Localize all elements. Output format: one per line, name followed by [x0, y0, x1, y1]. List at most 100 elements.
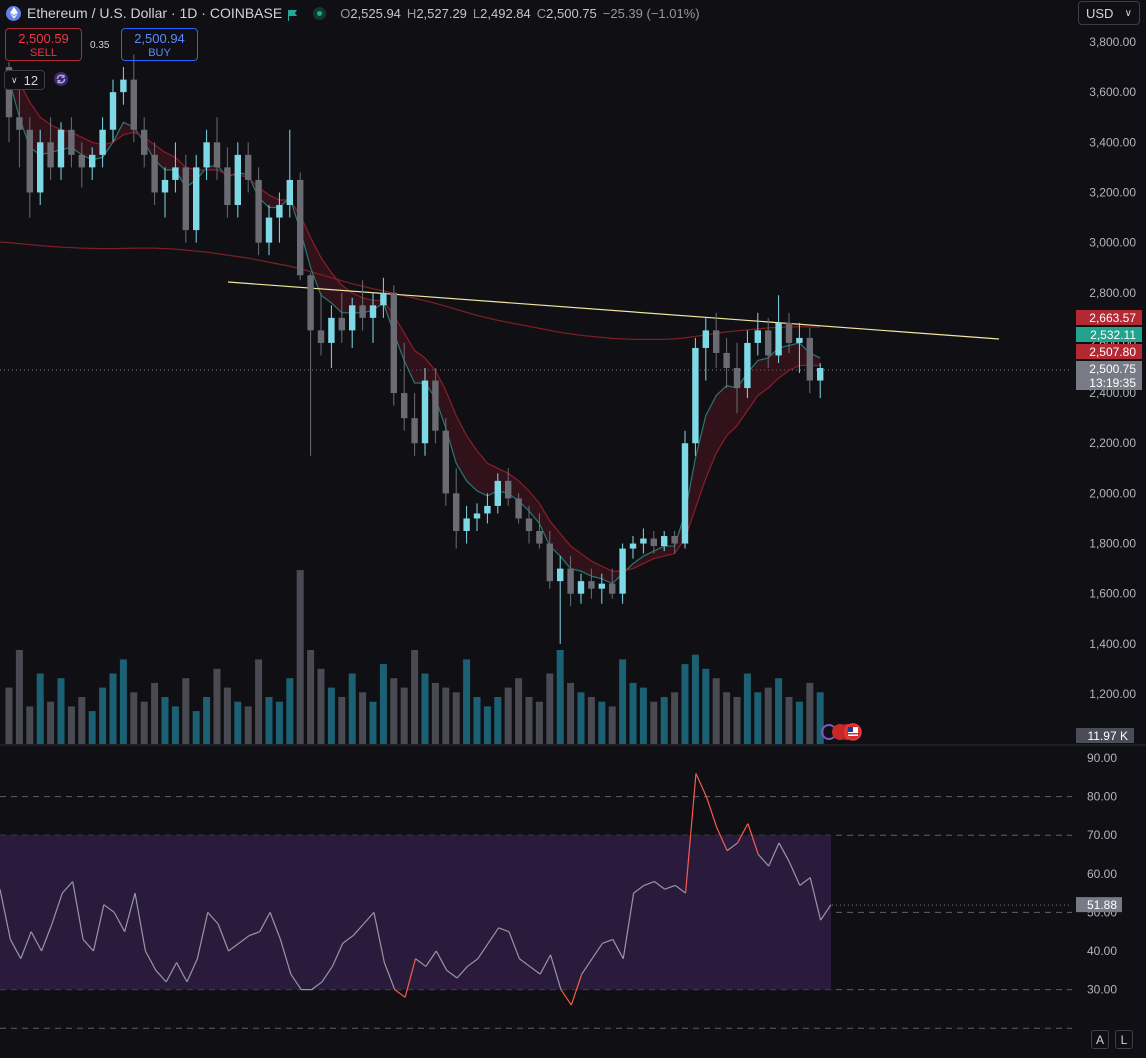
candle-body — [536, 531, 543, 544]
rsi-line-segment — [207, 911, 219, 925]
candle-body — [692, 347, 699, 444]
candle-body — [515, 498, 522, 519]
currency-value: USD — [1086, 5, 1114, 21]
chevron-down-icon: ∨ — [11, 74, 18, 85]
volume-bar — [244, 706, 252, 744]
price-badge-bg — [1076, 327, 1142, 342]
rsi-tick-label: 90.00 — [1087, 751, 1117, 765]
rsi-line-segment — [695, 773, 707, 797]
volume-bar — [119, 659, 127, 744]
volume-bar — [525, 697, 533, 744]
rsi-line-segment — [778, 842, 790, 863]
volume-bar — [327, 687, 335, 744]
rsi-line-segment — [508, 931, 520, 959]
candle-body — [26, 129, 33, 193]
rsi-line-segment — [279, 939, 292, 975]
rsi-line-segment — [61, 881, 74, 894]
candle-body — [598, 583, 605, 589]
rsi-line-segment — [321, 966, 333, 983]
price-badge-text: 2,532.11 — [1090, 328, 1136, 342]
volume-bar — [140, 701, 148, 744]
event-flags-icon[interactable] — [820, 722, 870, 742]
rsi-tick-label: 60.00 — [1087, 867, 1117, 881]
volume-bar — [577, 692, 585, 744]
candle-body — [494, 480, 501, 506]
sell-label: SELL — [30, 47, 57, 59]
symbol-title[interactable]: Ethereum / U.S. Dollar · 1D · COINBASE — [27, 5, 283, 21]
buy-label: BUY — [148, 47, 171, 59]
candle-body — [421, 380, 429, 444]
candle-body — [78, 154, 85, 168]
spread-value: 0.35 — [90, 40, 110, 51]
candle-body — [733, 368, 741, 389]
candle-body — [245, 154, 252, 180]
price-badge-text: 2,663.57 — [1089, 311, 1136, 325]
rsi-line-segment — [602, 938, 614, 944]
currency-select[interactable]: USD ∨ — [1078, 1, 1140, 25]
candle-body — [640, 538, 647, 544]
price-badge-bg — [1076, 344, 1142, 359]
flag-icon[interactable] — [288, 8, 298, 21]
rsi-line-segment — [238, 935, 250, 944]
rsi-line-segment — [487, 927, 500, 944]
rsi-line-segment — [581, 958, 593, 975]
volume-bar — [265, 697, 273, 744]
volume-bar — [213, 668, 221, 744]
volume-bar — [67, 706, 75, 744]
indicators-toggle[interactable]: ∨ 12 — [4, 70, 46, 90]
rsi-line-segment — [560, 989, 572, 1006]
rsi-line-segment — [124, 892, 136, 932]
auto-scale-button[interactable]: A — [1091, 1030, 1109, 1049]
volume-bar — [587, 697, 595, 744]
candle-body — [265, 217, 273, 243]
volume-bar — [639, 687, 647, 744]
candle-body — [473, 513, 481, 519]
candle-body — [151, 154, 158, 193]
candle-body — [286, 179, 293, 205]
change-value: −25.39 (−1.01%) — [602, 5, 700, 21]
volume-bar — [223, 687, 231, 744]
volume-bar — [57, 678, 65, 744]
volume-bar — [535, 701, 543, 744]
rsi-line-segment — [92, 904, 105, 952]
volume-bar — [109, 673, 117, 744]
volume-bar — [359, 692, 367, 744]
candle-body — [255, 179, 262, 243]
candle-body — [567, 568, 574, 594]
rsi-line-segment — [228, 942, 240, 952]
ohlc-values: O2,525.94 H2,527.29 L2,492.84 C2,500.75 … — [340, 6, 699, 21]
price-badge-text: 2,507.80 — [1089, 345, 1136, 359]
volume-bar — [317, 668, 325, 744]
log-scale-button[interactable]: L — [1115, 1030, 1133, 1049]
buy-button[interactable]: 2,500.94 BUY — [121, 28, 198, 61]
rsi-line-segment — [425, 950, 437, 967]
refresh-icon[interactable] — [53, 71, 69, 87]
sell-price: 2,500.59 — [18, 31, 69, 46]
candle-body — [380, 292, 387, 306]
rsi-line-segment — [736, 823, 749, 844]
candle-body — [359, 305, 366, 318]
rsi-line-segment — [747, 823, 759, 855]
rsi-line-segment — [404, 958, 417, 998]
rsi-line-segment — [716, 827, 728, 851]
candle-body — [99, 129, 106, 155]
volume-bar — [431, 682, 439, 744]
price-tick-label: 1,400.00 — [1089, 637, 1136, 651]
volume-bar — [442, 687, 450, 744]
candle-body — [557, 568, 564, 582]
rsi-line-segment — [176, 962, 188, 983]
volume-bar — [192, 711, 200, 744]
rsi-tick-label: 40.00 — [1087, 944, 1117, 958]
candle-body — [442, 430, 449, 494]
volume-badge-bg — [1076, 728, 1134, 743]
volume-bar — [88, 711, 96, 744]
rsi-line-segment — [20, 931, 32, 959]
sell-button[interactable]: 2,500.59 SELL — [5, 28, 82, 61]
volume-bar — [171, 706, 179, 744]
candle-body — [338, 317, 345, 331]
volume-bar — [494, 697, 502, 744]
candle-body — [629, 543, 637, 549]
volume-bar — [473, 697, 481, 744]
rsi-line-segment — [643, 880, 655, 886]
